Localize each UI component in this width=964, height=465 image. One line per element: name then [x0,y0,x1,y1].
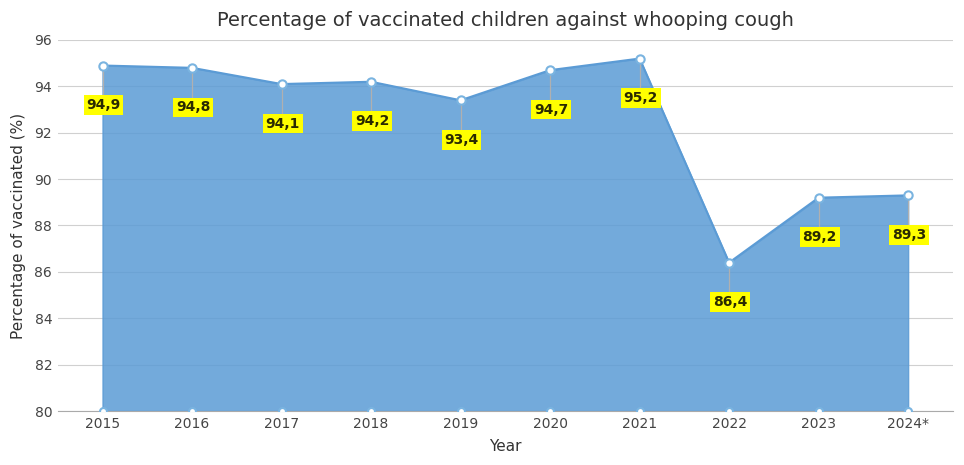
Text: 93,4: 93,4 [444,133,479,147]
Text: 94,8: 94,8 [175,100,210,114]
Text: 89,3: 89,3 [892,228,926,242]
Title: Percentage of vaccinated children against whooping cough: Percentage of vaccinated children agains… [217,11,793,30]
Text: 95,2: 95,2 [624,91,657,105]
Text: 94,2: 94,2 [355,114,389,128]
Y-axis label: Percentage of vaccinated (%): Percentage of vaccinated (%) [12,113,26,339]
Text: 86,4: 86,4 [713,295,747,309]
Text: 94,9: 94,9 [87,98,120,112]
Text: 89,2: 89,2 [802,230,837,244]
X-axis label: Year: Year [489,439,522,454]
Text: 94,1: 94,1 [265,117,300,131]
Text: 94,7: 94,7 [534,103,568,117]
